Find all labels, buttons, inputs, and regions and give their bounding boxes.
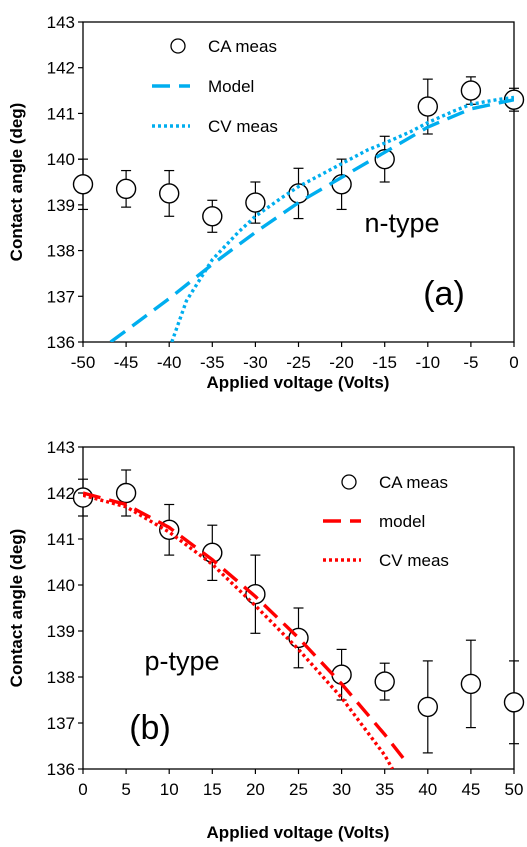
marks-b (72, 469, 525, 769)
panel-label-a: (a) (423, 275, 465, 313)
x-tick-label: 15 (203, 780, 222, 799)
y-tick-label: 143 (47, 438, 75, 457)
data-point (202, 206, 223, 227)
series-line-cv-meas (83, 493, 394, 769)
x-tick-label: 30 (332, 780, 351, 799)
y-axis-title-a: Contact angle (deg) (7, 103, 26, 262)
series-line-model (109, 98, 514, 342)
data-point (115, 482, 137, 504)
x-tick-label: 20 (246, 780, 265, 799)
y-tick-label: 140 (47, 576, 75, 595)
x-axis-title-a: Applied voltage (Volts) (207, 373, 390, 392)
legend-a: CA meas Model CV meas (152, 37, 278, 136)
x-tick-label: 0 (509, 353, 518, 372)
annotation-n-type: n-type (364, 208, 439, 238)
y-tick-label: 141 (47, 104, 75, 123)
legend-label: CV meas (379, 551, 449, 570)
x-tick-label: 40 (418, 780, 437, 799)
panel-label-b: (b) (129, 709, 171, 747)
y-tick-label: 141 (47, 530, 75, 549)
y-tick-label: 139 (47, 196, 75, 215)
x-tick-label: 10 (160, 780, 179, 799)
x-tick-label: -30 (243, 353, 268, 372)
legend-symbol-ca-meas (170, 38, 186, 54)
y-tick-label: 142 (47, 484, 75, 503)
legend-label: CA meas (379, 473, 448, 492)
y-tick-label: 143 (47, 13, 75, 32)
x-tick-label: -5 (463, 353, 478, 372)
data-point (460, 80, 482, 101)
x-tick-label: 45 (461, 780, 480, 799)
data-point (374, 671, 395, 692)
legend-b: CA meas model CV meas (323, 473, 449, 570)
y-tick-label: 142 (47, 59, 75, 78)
data-point (417, 96, 438, 117)
data-point (245, 192, 266, 213)
x-tick-label: 0 (78, 780, 87, 799)
x-tick-label: -45 (114, 353, 139, 372)
x-tick-label: -25 (286, 353, 311, 372)
y-tick-label: 137 (47, 714, 75, 733)
data-point (417, 696, 438, 718)
data-point (72, 174, 94, 195)
x-tick-label: -20 (329, 353, 354, 372)
y-axis-title-b: Contact angle (deg) (7, 529, 26, 688)
y-tick-label: 136 (47, 333, 75, 352)
data-point (158, 183, 180, 204)
marks-a (72, 76, 525, 342)
y-tick-label: 139 (47, 622, 75, 641)
x-tick-label: -10 (416, 353, 441, 372)
data-point (503, 692, 525, 713)
legend-symbol-ca-meas (341, 474, 357, 490)
annotation-p-type: p-type (144, 646, 219, 676)
data-point (115, 178, 137, 200)
series-line-cv-meas (170, 95, 514, 342)
x-axis-title-b: Applied voltage (Volts) (207, 823, 390, 842)
legend-label: model (379, 512, 425, 531)
x-tick-label: 5 (121, 780, 130, 799)
ticks-b: 136 137 138 139 140 141 142 143 0 5 10 15 20 25 30 35 40… (47, 438, 524, 799)
y-tick-label: 136 (47, 760, 75, 779)
legend-label: CA meas (208, 37, 277, 56)
y-tick-label: 140 (47, 150, 75, 169)
data-point (460, 673, 482, 695)
panel-b: 136 137 138 139 140 141 142 143 0 5 10 15 20 25 30 35 40… (7, 438, 525, 842)
x-tick-label: -35 (200, 353, 225, 372)
y-tick-label: 138 (47, 668, 75, 687)
x-tick-label: 35 (375, 780, 394, 799)
x-tick-label: -50 (71, 353, 96, 372)
x-tick-label: 25 (289, 780, 308, 799)
legend-label: Model (208, 77, 254, 96)
data-point (331, 664, 352, 685)
y-tick-label: 137 (47, 287, 75, 306)
series-line-model (83, 491, 406, 761)
x-tick-label: -15 (372, 353, 397, 372)
x-tick-label: -40 (157, 353, 182, 372)
x-tick-label: 50 (505, 780, 524, 799)
legend-label: CV meas (208, 117, 278, 136)
y-tick-label: 138 (47, 242, 75, 261)
